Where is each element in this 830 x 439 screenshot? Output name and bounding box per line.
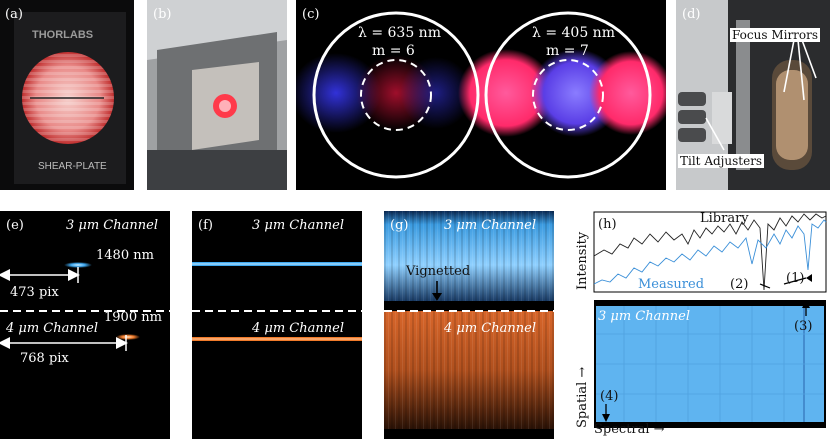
wavelength-635-label: λ = 635 nm	[358, 25, 441, 41]
pixel-768-label: 768 pix	[20, 351, 69, 366]
annotation-3-label: (3)	[794, 319, 813, 334]
panel-h-spectrum: (h) Library Measured (2) (1) 3 μm Channe…	[574, 204, 830, 439]
mount-photo	[147, 0, 287, 190]
intensity-axis-label: Intensity	[575, 231, 590, 290]
channel-3um-label: 3 μm Channel	[444, 218, 536, 233]
annotation-1-label: (1)	[786, 271, 805, 286]
channel-4um-label: 4 μm Channel	[252, 321, 344, 336]
channel-4um-label: 4 μm Channel	[6, 321, 98, 336]
panel-d-hardware-photo: (d) Focus Mirrors Tilt Adjusters	[676, 0, 830, 190]
focus-mirrors-label: Focus Mirrors	[730, 28, 821, 42]
brand-logo-text: THORLABS	[32, 29, 94, 41]
broadband-detector-image	[384, 211, 554, 429]
vignetted-label: Vignetted	[406, 264, 471, 279]
detector-grid-lines	[596, 306, 824, 422]
wavelength-1900-label: 1900 nm	[104, 310, 162, 325]
annotation-2-label: (2)	[730, 277, 749, 292]
library-legend-label: Library	[700, 211, 749, 226]
panel-f-line-image: (f) 3 μm Channel 4 μm Channel	[192, 211, 362, 439]
fringe-image	[296, 11, 666, 179]
panel-label: (c)	[302, 7, 320, 22]
order-7-label: m = 7	[546, 43, 589, 59]
annotation-4-label: (4)	[600, 389, 619, 404]
panel-label: (b)	[153, 7, 172, 22]
spectrum-figure	[593, 211, 827, 428]
panel-label: (h)	[598, 217, 617, 232]
channel-4um-label: 4 μm Channel	[444, 321, 536, 336]
plate-caption: SHEAR-PLATE	[38, 161, 107, 172]
spot-detector-image	[0, 262, 170, 351]
panel-g-broadband-image: (g) 3 μm Channel Vignetted 4 μm Channel	[384, 211, 554, 439]
panel-c-fringes: (c) λ = 635 nm m = 6 λ = 405 nm m = 7	[296, 0, 666, 190]
measured-spectrum-line	[593, 219, 827, 285]
fringe-circle-405	[484, 11, 652, 179]
tilt-adjusters-label: Tilt Adjusters	[678, 154, 765, 168]
spatial-axis-label: Spatial →	[575, 366, 590, 428]
wavelength-405-label: λ = 405 nm	[532, 25, 615, 41]
channel-3um-label: 3 μm Channel	[598, 309, 690, 324]
spectral-axis-label: Spectral →	[594, 422, 665, 437]
panel-e-spot-image: (e) 3 μm Channel 1480 nm 473 pix 4 μm Ch…	[0, 211, 170, 439]
wavelength-1480-label: 1480 nm	[96, 248, 154, 263]
panel-label: (f)	[198, 218, 213, 233]
panel-label: (e)	[6, 218, 24, 233]
panel-a-shear-plate: (a) THORLABS SHEAR-PLATE	[0, 0, 134, 190]
order-6-label: m = 6	[372, 43, 415, 59]
measured-legend-label: Measured	[638, 277, 705, 292]
pixel-473-label: 473 pix	[10, 285, 59, 300]
panel-label: (d)	[682, 7, 701, 22]
channel-3um-label: 3 μm Channel	[66, 218, 158, 233]
panel-b-mount-photo: (b)	[147, 0, 287, 190]
line-detector-image	[192, 262, 362, 341]
fringe-circle-635	[312, 11, 480, 179]
channel-3um-label: 3 μm Channel	[252, 218, 344, 233]
shear-plate-photo	[14, 12, 126, 184]
library-spectrum-line	[593, 213, 827, 291]
panel-label: (g)	[390, 218, 409, 233]
panel-label: (a)	[5, 7, 23, 22]
